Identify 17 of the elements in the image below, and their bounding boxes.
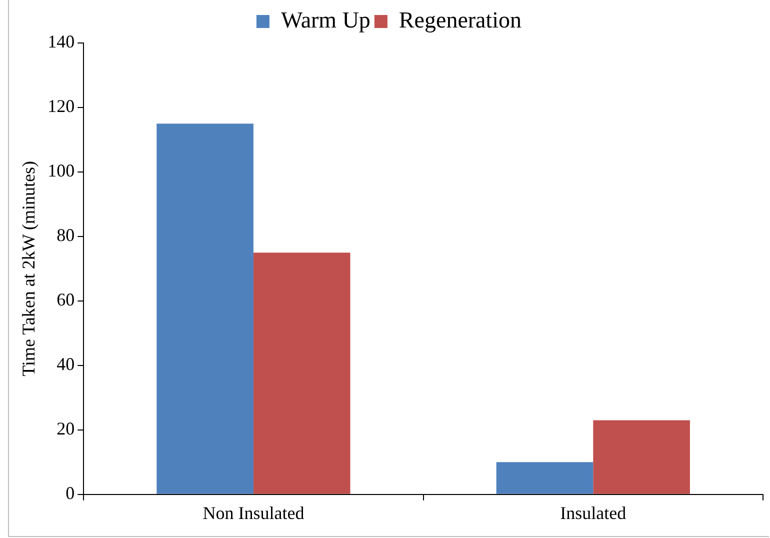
y-tick-label: 80	[56, 225, 75, 246]
y-tick-label: 20	[56, 418, 75, 439]
x-tick-label: Non Insulated	[202, 502, 304, 523]
y-tick-label: 140	[48, 32, 75, 52]
y-tick-label: 120	[48, 96, 75, 116]
legend-label: Regeneration	[398, 8, 522, 33]
y-tick-label: 40	[56, 354, 75, 374]
bar	[156, 124, 254, 494]
bar	[496, 462, 594, 494]
bar	[593, 420, 690, 494]
y-tick-label: 0	[66, 483, 75, 504]
y-tick-label: 60	[56, 290, 75, 310]
y-tick-label: 100	[48, 160, 75, 181]
legend-label: Warm Up	[280, 8, 370, 33]
bar	[253, 252, 350, 494]
x-tick-label: Insulated	[560, 502, 626, 523]
y-axis-title: Time Taken at 2kW (minutes)	[18, 161, 39, 376]
